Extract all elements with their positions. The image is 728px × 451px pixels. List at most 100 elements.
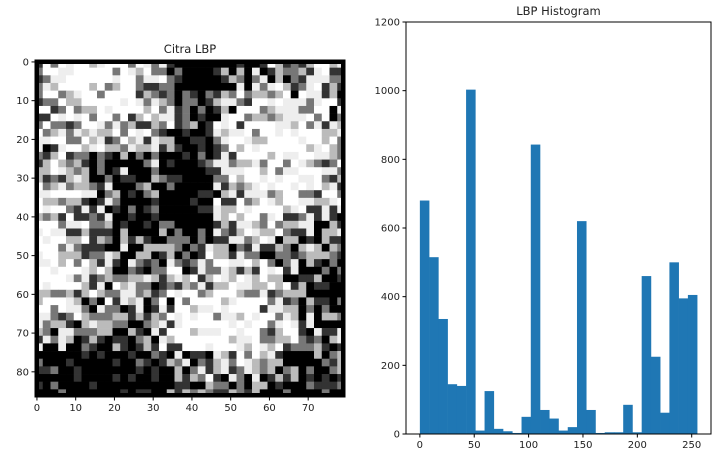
image-pixel bbox=[143, 105, 152, 114]
image-pixel bbox=[151, 213, 160, 222]
image-pixel bbox=[197, 75, 206, 84]
image-pixel bbox=[267, 289, 276, 298]
image-pixel bbox=[228, 182, 237, 191]
image-pixel bbox=[174, 351, 183, 360]
image-pixel bbox=[244, 144, 253, 153]
image-pixel bbox=[221, 381, 230, 390]
image-pixel bbox=[259, 289, 268, 298]
image-pixel bbox=[283, 320, 292, 329]
image-pixel bbox=[252, 220, 261, 229]
image-pixel bbox=[112, 297, 121, 306]
image-pixel bbox=[221, 90, 230, 99]
image-pixel bbox=[221, 351, 230, 360]
image-pixel bbox=[58, 351, 67, 360]
image-pixel bbox=[221, 312, 230, 321]
image-pixel bbox=[321, 259, 330, 268]
image-pixel bbox=[197, 374, 206, 382]
image-pixel bbox=[329, 305, 338, 314]
image-pixel bbox=[35, 174, 44, 183]
image-pixel bbox=[166, 243, 175, 252]
image-pixel bbox=[42, 320, 51, 329]
image-pixel bbox=[236, 67, 245, 76]
image-pixel bbox=[298, 151, 307, 160]
image-pixel bbox=[112, 105, 121, 114]
image-pixel bbox=[159, 320, 168, 329]
image-pixel bbox=[190, 366, 199, 375]
bar bbox=[678, 298, 689, 434]
image-pixel bbox=[166, 320, 175, 329]
image-pixel bbox=[143, 312, 152, 321]
image-pixel bbox=[213, 297, 222, 306]
image-pixel bbox=[166, 297, 175, 306]
image-pixel bbox=[81, 205, 90, 214]
image-pixel bbox=[244, 366, 253, 375]
image-pixel bbox=[73, 121, 82, 130]
bar bbox=[641, 276, 652, 434]
image-pixel bbox=[321, 312, 330, 321]
y-tick-label: 0 bbox=[23, 57, 29, 68]
image-pixel bbox=[197, 151, 206, 160]
image-pixel bbox=[329, 174, 338, 183]
image-pixel bbox=[104, 105, 113, 114]
image-pixel bbox=[66, 282, 75, 291]
image-pixel bbox=[89, 220, 98, 229]
image-pixel bbox=[244, 335, 253, 344]
image-pixel bbox=[306, 320, 315, 329]
image-pixel bbox=[73, 305, 82, 314]
image-pixel bbox=[275, 167, 284, 176]
image-pixel bbox=[228, 205, 237, 214]
image-pixel bbox=[135, 335, 144, 344]
image-pixel bbox=[244, 67, 253, 76]
image-pixel bbox=[174, 90, 183, 99]
image-pixel bbox=[50, 243, 59, 252]
image-pixel bbox=[135, 282, 144, 291]
lbp-image bbox=[35, 60, 346, 398]
image-pixel bbox=[221, 144, 230, 153]
image-pixel bbox=[112, 144, 121, 153]
image-pixel bbox=[159, 266, 168, 275]
image-pixel bbox=[166, 151, 175, 160]
image-pixel bbox=[128, 358, 137, 367]
image-pixel bbox=[50, 274, 59, 283]
image-pixel bbox=[120, 174, 129, 183]
image-pixel bbox=[213, 174, 222, 183]
image-pixel bbox=[221, 335, 230, 344]
image-pixel bbox=[135, 98, 144, 107]
image-pixel bbox=[197, 220, 206, 229]
image-pixel bbox=[290, 374, 299, 382]
image-pixel bbox=[190, 205, 199, 214]
image-pixel bbox=[321, 136, 330, 145]
image-pixel bbox=[112, 305, 121, 314]
image-pixel bbox=[221, 320, 230, 329]
image-pixel bbox=[182, 274, 191, 283]
image-pixel bbox=[197, 105, 206, 114]
image-pixel bbox=[81, 67, 90, 76]
image-pixel bbox=[135, 351, 144, 360]
image-pixel bbox=[306, 343, 315, 352]
image-pixel bbox=[275, 259, 284, 268]
image-pixel bbox=[174, 151, 183, 160]
image-pixel bbox=[306, 159, 315, 168]
image-pixel bbox=[306, 358, 315, 367]
image-pixel bbox=[35, 136, 44, 145]
image-pixel bbox=[89, 274, 98, 283]
image-pixel bbox=[143, 82, 152, 91]
image-pixel bbox=[314, 105, 323, 114]
image-pixel bbox=[159, 328, 168, 337]
image-pixel bbox=[329, 374, 338, 382]
image-pixel bbox=[81, 274, 90, 283]
image-pixel bbox=[298, 67, 307, 76]
image-pixel bbox=[166, 366, 175, 375]
image-pixel bbox=[213, 197, 222, 206]
image-pixel bbox=[81, 381, 90, 390]
image-pixel bbox=[314, 98, 323, 107]
image-pixel bbox=[259, 190, 268, 199]
image-pixel bbox=[221, 259, 230, 268]
image-pixel bbox=[267, 197, 276, 206]
image-pixel bbox=[81, 259, 90, 268]
image-pixel bbox=[228, 190, 237, 199]
image-pixel bbox=[89, 366, 98, 375]
image-pixel bbox=[42, 259, 51, 268]
image-pixel bbox=[275, 335, 284, 344]
image-pixel bbox=[321, 167, 330, 176]
